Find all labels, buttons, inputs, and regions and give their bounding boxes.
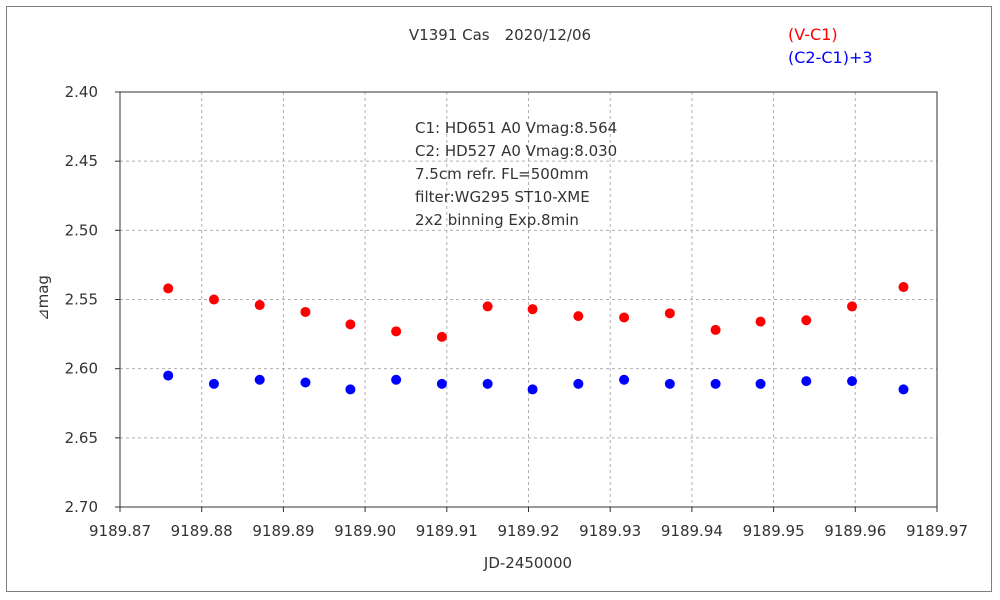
data-point [664,308,675,319]
data-point [208,294,219,305]
data-point [898,384,909,395]
data-point [254,300,265,311]
y-tick-label: 2.45 [65,152,98,170]
data-point [664,378,675,389]
y-tick-label: 2.50 [65,221,98,239]
data-point [847,301,858,312]
annotation-line: C2: HD527 A0 Vmag:8.030 [415,142,617,160]
data-point [573,311,584,322]
chart-title: V1391 Cas 2020/12/06 [409,26,591,44]
data-point [573,378,584,389]
data-point [619,312,630,323]
annotation-line: 2x2 binning Exp.8min [415,211,579,229]
plot-area: 9189.87 9189.88 9189.89 9189.90 9189.91 9189.… [65,83,968,540]
x-tick-label: 9189.88 [171,522,233,540]
series-2 [163,370,909,395]
data-point [208,378,219,389]
series-1 [163,282,909,342]
x-tick-label: 9189.94 [661,522,723,540]
legend-entry: (C2-C1)+3 [788,48,873,67]
x-tick-label: 9189.96 [824,522,886,540]
data-point [345,319,356,330]
data-point [755,316,766,327]
x-tick-label: 9189.87 [89,522,151,540]
legend-entry: (V-C1) [788,25,838,44]
data-point [391,326,402,337]
x-tick-label: 9189.93 [579,522,641,540]
data-point [801,376,812,387]
annotation-box: C1: HD651 A0 Vmag:8.564 C2: HD527 A0 Vmag… [415,119,617,229]
data-point [436,378,447,389]
x-tick-label: 9189.97 [906,522,968,540]
legend: (V-C1) (C2-C1)+3 [788,25,873,67]
data-point [163,283,174,294]
data-point [710,324,721,335]
data-point [619,374,630,385]
x-tick-label: 9189.89 [252,522,314,540]
data-point [527,384,538,395]
data-point [163,370,174,381]
data-point [527,304,538,315]
y-tick-label: 2.70 [65,498,98,516]
data-point [482,301,493,312]
y-axis-label: ⊿mag [34,275,52,321]
x-axis-label: JD-2450000 [483,554,572,572]
x-tick-label: 9189.90 [334,522,396,540]
data-point [710,378,721,389]
data-point [300,306,311,317]
annotation-line: filter:WG295 ST10-XME [415,188,590,206]
y-tick-label: 2.65 [65,429,98,447]
data-point [847,376,858,387]
data-point [898,282,909,293]
data-point [345,384,356,395]
data-point [482,378,493,389]
data-point [391,374,402,385]
plot-border [119,91,938,508]
data-point [801,315,812,326]
data-point [436,331,447,342]
data-point [755,378,766,389]
y-tick-label: 2.60 [65,360,98,378]
x-tick-label: 9189.92 [497,522,559,540]
data-point [300,377,311,388]
y-tick-label: 2.55 [65,291,98,309]
x-tick-label: 9189.95 [743,522,805,540]
annotation-line: C1: HD651 A0 Vmag:8.564 [415,119,617,137]
annotation-line: 7.5cm refr. FL=500mm [415,165,589,183]
data-point [254,374,265,385]
x-tick-label: 9189.91 [416,522,478,540]
y-tick-label: 2.40 [65,83,98,101]
